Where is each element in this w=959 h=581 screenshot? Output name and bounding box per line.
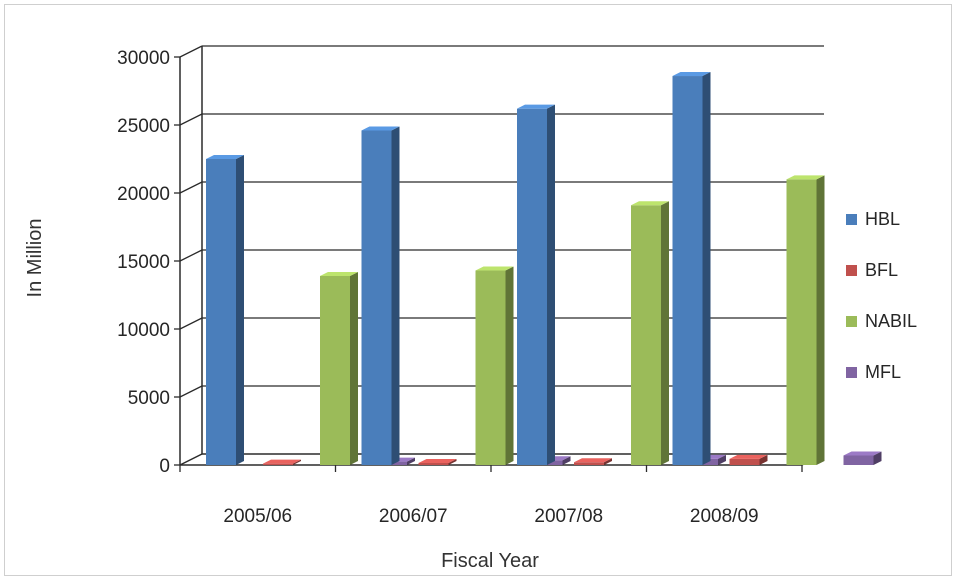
bar-top: [475, 266, 514, 271]
gridline-side: [179, 45, 203, 58]
x-tick-label: 2007/08: [534, 506, 603, 527]
bar-front: [574, 462, 604, 465]
gridline-side: [179, 113, 203, 126]
x-tick-label: 2008/09: [690, 506, 759, 527]
legend: HBL BFL NABIL MFL: [846, 209, 917, 382]
y-tick-labels: 0 5000 10000 15000 20000 25000 30000: [117, 48, 170, 477]
bar-front: [475, 270, 506, 465]
bar-side: [407, 457, 415, 465]
bar-side: [350, 271, 358, 465]
bar-top: [672, 72, 711, 77]
bar-side: [873, 451, 882, 465]
bar-side: [702, 72, 711, 465]
bar-side: [661, 201, 669, 466]
y-tick-label: 5000: [128, 388, 170, 409]
bar-top: [517, 104, 555, 109]
bar-bfl-3: [729, 454, 768, 465]
bar-side: [448, 458, 457, 465]
bar-top: [263, 459, 301, 464]
legend-item-bfl: BFL: [846, 260, 898, 280]
x-tick-label: 2006/07: [379, 506, 448, 527]
bar-front: [631, 205, 661, 466]
legend-label: HBL: [865, 209, 900, 229]
bars: [206, 72, 882, 466]
bar-top: [574, 458, 612, 463]
legend-label: BFL: [865, 260, 898, 280]
y-axis-title: In Million: [24, 219, 46, 298]
legend-label: NABIL: [865, 311, 917, 331]
y-tick-label: 30000: [117, 48, 170, 69]
bar-front: [786, 179, 817, 465]
legend-item-mfl: MFL: [846, 362, 901, 382]
legend-swatch: [846, 214, 857, 225]
legend-item-hbl: HBL: [846, 209, 900, 229]
y-tick-label: 25000: [117, 116, 170, 137]
bar-top: [843, 451, 882, 456]
bar-side: [547, 104, 555, 466]
bar-bfl-2: [574, 458, 612, 465]
bar-front: [206, 159, 236, 465]
bar-top: [631, 201, 669, 206]
bar-nabil-1: [475, 266, 514, 465]
x-tick-labels: 2005/06 2006/07 2007/08 2008/09: [179, 465, 803, 527]
bar-bfl-1: [418, 458, 457, 465]
y-tick-label: 0: [159, 456, 170, 477]
x-tick-label: 2005/06: [223, 506, 292, 527]
bar-nabil-3: [786, 175, 825, 465]
bar-front: [517, 108, 547, 466]
bar-hbl-3: [672, 72, 711, 465]
legend-label: MFL: [865, 362, 901, 382]
bar-top: [418, 458, 457, 463]
bar-hbl-2: [517, 104, 555, 466]
bar-side: [391, 126, 400, 465]
bar-top: [320, 271, 358, 276]
legend-item-nabil: NABIL: [846, 311, 917, 331]
gridline-side: [179, 181, 203, 194]
bar-top: [729, 454, 768, 459]
y-tick-label: 15000: [117, 252, 170, 273]
bar-side: [562, 456, 571, 465]
gridline-side: [179, 385, 203, 398]
y-tick-label: 10000: [117, 320, 170, 341]
bar-side: [816, 175, 825, 465]
gridline-side: [179, 249, 203, 262]
bar-side: [759, 454, 768, 465]
bar-side: [293, 459, 301, 465]
x-axis-title: Fiscal Year: [441, 550, 539, 572]
bar-front: [672, 76, 703, 465]
bar-top: [786, 175, 825, 180]
bar-mfl-3: [843, 451, 882, 465]
bar-top: [206, 155, 244, 159]
bar-front: [361, 130, 392, 465]
bar-front: [263, 463, 293, 465]
bar-nabil-2: [631, 201, 669, 466]
legend-swatch: [846, 367, 857, 378]
legend-swatch: [846, 316, 857, 327]
bar-hbl-0: [206, 155, 244, 465]
bar-front: [320, 275, 350, 465]
bar-side: [718, 454, 726, 465]
bar-front: [729, 458, 760, 465]
bar-side: [604, 458, 612, 465]
bar-hbl-1: [361, 126, 400, 465]
bar-top: [361, 126, 400, 131]
bar-bfl-0: [263, 459, 301, 465]
floor-left-edge: [179, 453, 203, 466]
bar-front: [843, 455, 874, 465]
bar-front: [418, 462, 449, 465]
legend-swatch: [846, 265, 857, 276]
y-tick-label: 20000: [117, 184, 170, 205]
bar-nabil-0: [320, 271, 358, 465]
bar-side: [236, 155, 244, 465]
gridline-side: [179, 317, 203, 330]
bar-side: [505, 266, 514, 465]
